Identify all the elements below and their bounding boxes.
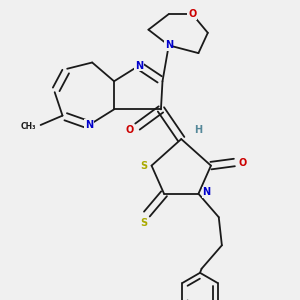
Text: O: O xyxy=(238,158,246,167)
Text: CH₃: CH₃ xyxy=(20,122,36,131)
Text: N: N xyxy=(85,120,93,130)
Text: O: O xyxy=(188,9,196,19)
Text: O: O xyxy=(126,125,134,135)
Text: N: N xyxy=(165,40,173,50)
Text: N: N xyxy=(202,187,210,197)
Text: S: S xyxy=(140,218,147,228)
Text: H: H xyxy=(194,125,202,135)
Text: N: N xyxy=(135,61,143,70)
Text: S: S xyxy=(140,160,147,171)
